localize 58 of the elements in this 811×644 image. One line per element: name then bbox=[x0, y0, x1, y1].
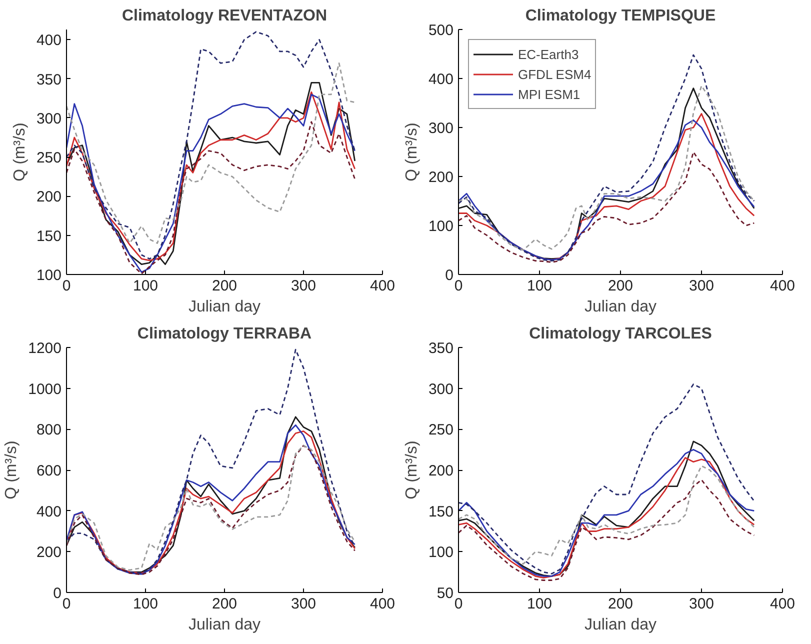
x-tick-label: 300 bbox=[688, 596, 714, 612]
y-tick-label: 250 bbox=[36, 150, 62, 167]
y-tick-label: 200 bbox=[428, 169, 454, 186]
y-tick-label: 1000 bbox=[28, 380, 62, 398]
y-tick-label: 150 bbox=[36, 228, 62, 245]
y-tick-label: 800 bbox=[36, 422, 62, 439]
x-tick-label: 100 bbox=[526, 596, 552, 612]
x-tick-label: 100 bbox=[132, 596, 158, 612]
y-tick-label: 200 bbox=[36, 544, 62, 562]
y-tick-label: 250 bbox=[428, 422, 454, 439]
x-tick-label: 400 bbox=[370, 596, 396, 612]
y-tick-label: 100 bbox=[428, 544, 454, 562]
y-tick-label: 300 bbox=[36, 110, 62, 128]
x-axis-title: Julian day bbox=[188, 298, 261, 316]
chart-title: Climatology TEMPISQUE bbox=[525, 8, 716, 24]
x-tick-label: 400 bbox=[770, 596, 796, 612]
y-tick-label: 400 bbox=[36, 503, 62, 520]
y-tick-label: 1200 bbox=[28, 340, 62, 357]
legend-label: GFDL ESM4 bbox=[518, 66, 592, 82]
x-axis-title: Julian day bbox=[584, 616, 657, 634]
y-tick-label: 350 bbox=[428, 340, 454, 357]
y-tick-label: 150 bbox=[428, 503, 454, 520]
chart-title: Climatology REVENTAZON bbox=[122, 8, 328, 24]
y-tick-label: 200 bbox=[36, 188, 62, 206]
x-tick-label: 300 bbox=[290, 596, 316, 612]
y-tick-label: 0 bbox=[445, 267, 454, 284]
y-tick-label: 100 bbox=[428, 218, 454, 235]
y-axis-title: Q (m³/s) bbox=[403, 440, 420, 500]
y-axis-title: Q (m³/s) bbox=[403, 122, 420, 182]
legend-label: MPI ESM1 bbox=[518, 86, 580, 102]
x-axis-title: Julian day bbox=[188, 616, 261, 634]
x-tick-label: 300 bbox=[688, 278, 714, 294]
x-tick-label: 100 bbox=[132, 278, 158, 294]
x-tick-label: 200 bbox=[608, 596, 634, 612]
y-tick-label: 200 bbox=[428, 462, 454, 480]
y-tick-label: 300 bbox=[428, 120, 454, 137]
y-axis-title: Q (m³/s) bbox=[3, 440, 20, 500]
chart-title: Climatology TARCOLES bbox=[529, 326, 712, 342]
x-axis-title: Julian day bbox=[584, 298, 657, 316]
y-tick-label: 350 bbox=[36, 71, 62, 88]
y-axis-title: Q (m³/s) bbox=[11, 122, 28, 182]
chart-title: Climatology TERRABA bbox=[137, 326, 312, 342]
x-tick-label: 400 bbox=[770, 278, 796, 294]
x-tick-label: 200 bbox=[212, 278, 238, 294]
x-tick-label: 300 bbox=[290, 278, 316, 294]
x-tick-label: 200 bbox=[608, 278, 634, 294]
x-tick-label: 200 bbox=[212, 596, 238, 612]
x-tick-label: 400 bbox=[370, 278, 396, 294]
y-tick-label: 50 bbox=[436, 585, 454, 602]
y-tick-label: 400 bbox=[428, 71, 454, 88]
y-tick-label: 400 bbox=[36, 32, 62, 50]
y-tick-label: 0 bbox=[53, 585, 62, 602]
legend-label: EC-Earth3 bbox=[518, 46, 579, 62]
y-tick-label: 300 bbox=[428, 380, 454, 398]
x-tick-label: 100 bbox=[526, 278, 552, 294]
y-tick-label: 600 bbox=[36, 462, 62, 480]
y-tick-label: 500 bbox=[428, 22, 454, 39]
y-tick-label: 100 bbox=[36, 267, 62, 284]
